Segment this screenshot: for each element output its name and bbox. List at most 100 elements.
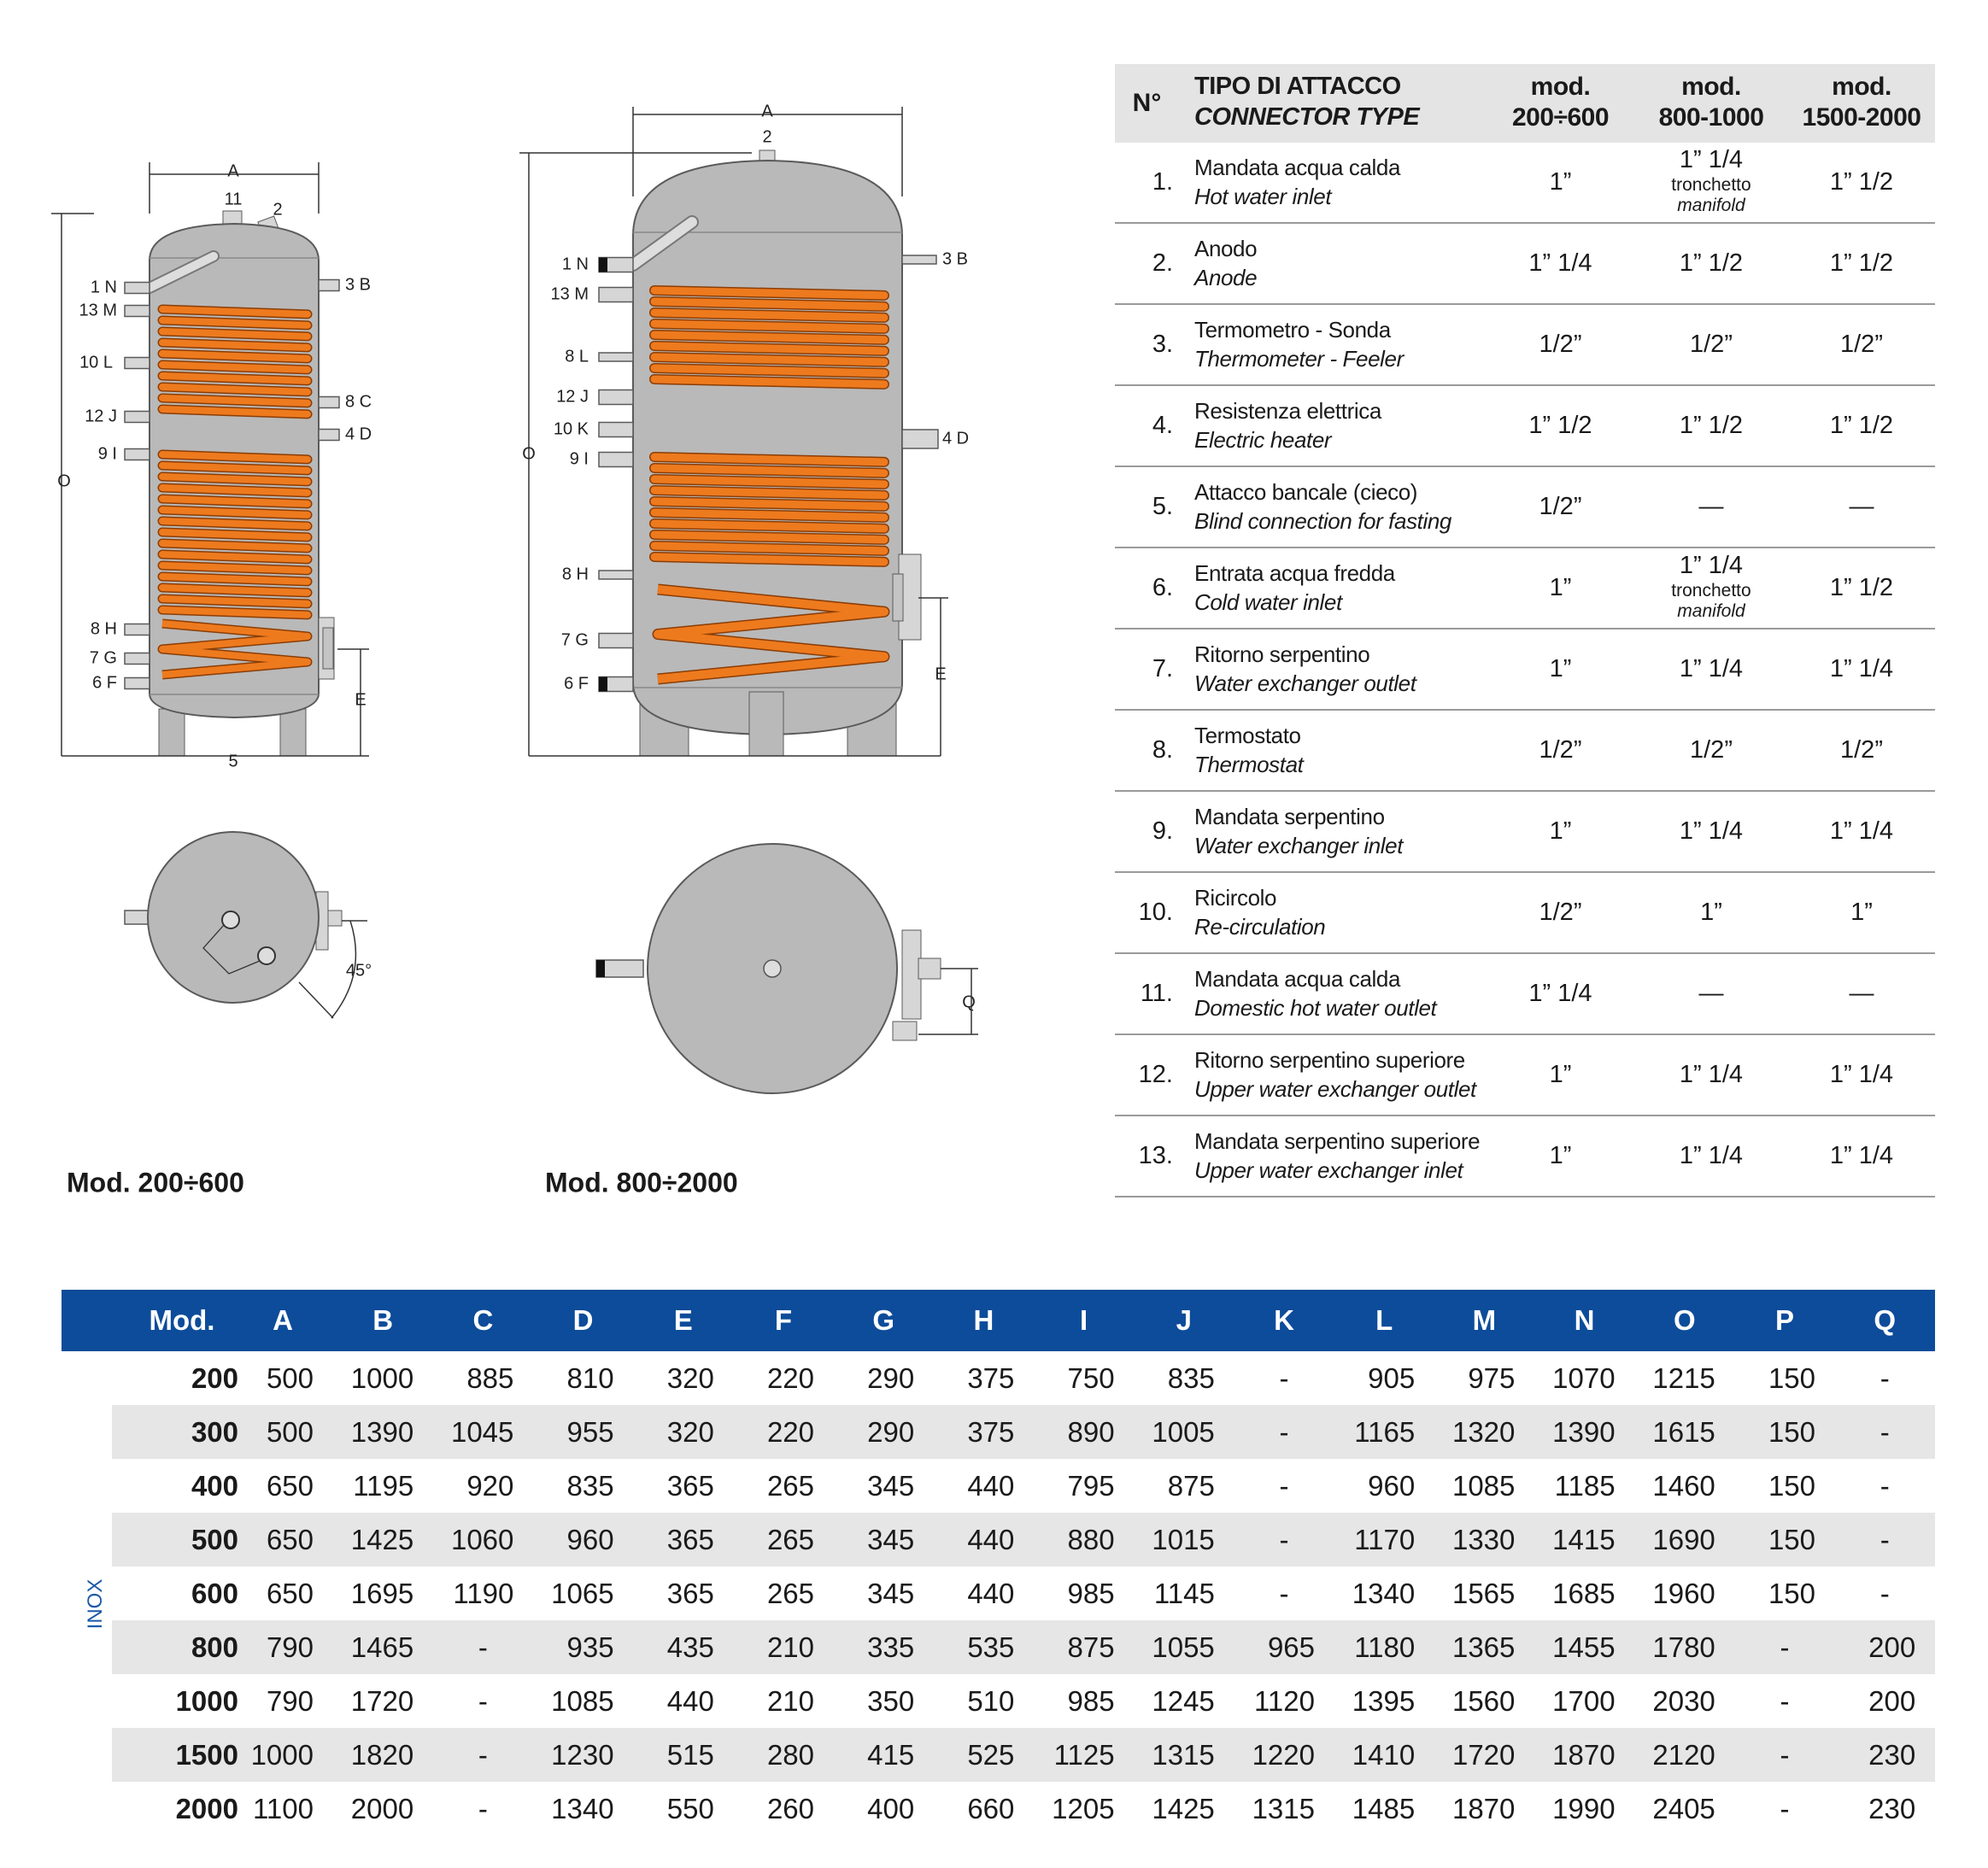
model: 800 [191,1631,238,1663]
coil [159,451,311,463]
coil [650,375,888,389]
dimension-value: 1390 [350,1416,414,1448]
dimension-value: 435 [666,1631,714,1663]
dimension-value: - [1880,1524,1890,1555]
type-it: Resistenza elettrica [1194,398,1381,424]
coil [159,620,311,678]
diagram-label: 8 L [565,347,589,366]
dimension-value: 365 [666,1470,714,1502]
coil [159,573,311,585]
header-model: 200÷600 [1511,103,1610,132]
coil [650,497,888,511]
connector-size: 1” [1700,899,1722,926]
connector-size: 1” 1/2 [1528,412,1592,439]
dip-tube [145,252,218,292]
coil [159,518,311,530]
dimension-value: 1215 [1652,1362,1715,1394]
type-it: Mandata serpentino superiore [1194,1128,1481,1154]
dimension-value: 1170 [1354,1524,1416,1555]
type-en: Thermostat [1194,752,1304,777]
dimension-value: 2405 [1652,1793,1715,1824]
coil [159,306,311,318]
connector-size: — [1698,980,1724,1007]
coil [650,353,888,366]
coil [650,297,888,311]
diagram-label: 12 J [85,407,117,425]
dimension-value: 975 [1468,1362,1516,1394]
coil [650,553,888,566]
connector-size: 1” 1/2 [1679,249,1744,277]
type-it: Mandata acqua calda [1194,966,1401,992]
diagram-label: 2 [762,127,771,146]
dimension-value: 1720 [350,1685,414,1717]
diagram-label: 3 B [345,275,371,294]
connector-size: 1” [1549,1061,1572,1088]
nozzle [598,286,634,303]
connector-size: 1” 1/4 [1679,146,1744,173]
dimension-value: 795 [1067,1470,1115,1502]
type-it: Ritorno serpentino [1194,641,1370,667]
dimension-value: 905 [1368,1362,1416,1394]
diagram-label: 4 D [345,425,372,443]
coil [159,395,311,407]
row-number: 11. [1140,980,1173,1007]
coil [159,595,311,607]
dimension-value: 1615 [1652,1416,1715,1448]
dimension-value: 150 [1768,1470,1815,1502]
dimension-value: 1045 [450,1416,514,1448]
nozzle [124,623,150,636]
table-row: 3. Termometro - Sonda Thermometer - Feeler… [1115,305,1935,386]
connector-size: 1” 1/4 [1829,655,1894,682]
type-en: Hot water inlet [1194,184,1332,209]
table-row: 7. Ritorno serpentino Water exchanger outl… [1115,629,1935,711]
dimension-value: 350 [867,1685,915,1717]
diagram-label: 11 [225,190,243,208]
hole [257,946,276,965]
connector-size: 1” 1/2 [1829,574,1894,601]
dimension-value: 1700 [1552,1685,1616,1717]
coil [159,529,311,541]
dimension-value: 550 [666,1793,714,1824]
dimension-value: 345 [867,1578,915,1609]
dimension-value: 810 [566,1362,614,1394]
dimension-value: - [1780,1793,1790,1824]
dimension-value: 960 [566,1524,614,1555]
connector-note: manifold [1677,196,1745,215]
dimension-value: 415 [867,1739,915,1771]
dimension-value: 440 [666,1685,714,1717]
dimension-value: 790 [266,1631,314,1663]
dimension-value: 210 [766,1685,814,1717]
dimension-value: 1005 [1152,1416,1215,1448]
coil [159,562,311,574]
dimension-value: 230 [1868,1739,1916,1771]
dimension-value: 1870 [1552,1739,1616,1771]
dimension-value: 260 [766,1793,814,1824]
column-header: Mod. [149,1304,215,1336]
coil [650,464,888,477]
dimension-value: 1315 [1252,1793,1315,1824]
column-header: E [673,1304,693,1336]
connector-size: 1/2” [1539,493,1582,520]
dimension-value: 230 [1868,1793,1916,1824]
dimension-value: 835 [1167,1362,1215,1394]
column-header: I [1080,1304,1088,1336]
coil [159,328,311,340]
dimension-value: 1560 [1451,1685,1516,1717]
connector-size: 1” 1/2 [1829,249,1894,277]
coil [650,331,888,344]
dimension-value: 1315 [1152,1739,1215,1771]
dimension-value: 440 [967,1524,1015,1555]
coil [159,495,311,507]
dimension-value: 1220 [1252,1739,1315,1771]
coil [650,542,888,555]
coil [650,453,888,466]
column-header: H [973,1304,994,1336]
dimension-value: 1425 [350,1524,414,1555]
table-row: 2. Anodo Anode 1” 1/4 1” 1/2 1” 1/2 [1115,224,1935,305]
connector-note: manifold [1677,601,1745,621]
type-en: Cold water inlet [1194,589,1342,615]
diagram-label: 5 [228,752,238,770]
diagram-label: 8 H [562,565,589,583]
nozzle [892,1021,918,1041]
dimension-value: 2030 [1652,1685,1715,1717]
